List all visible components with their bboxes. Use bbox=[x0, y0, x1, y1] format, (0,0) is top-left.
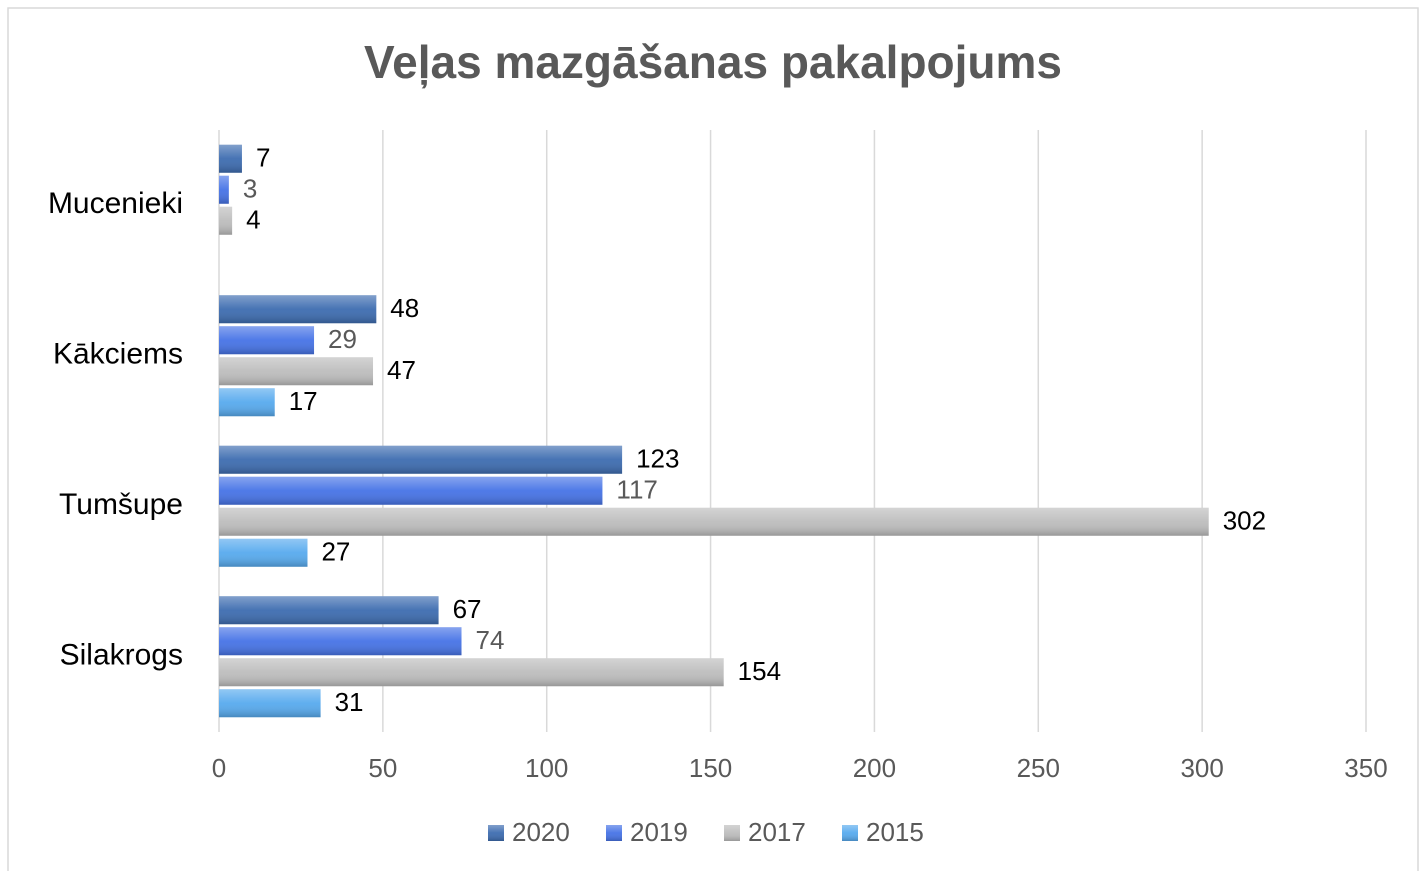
data-label: 67 bbox=[453, 594, 482, 624]
bar bbox=[219, 507, 1209, 536]
bar-shine bbox=[219, 295, 377, 324]
legend-swatch-shine bbox=[606, 825, 622, 841]
data-label: 27 bbox=[321, 537, 350, 567]
legend-label: 2019 bbox=[630, 817, 688, 847]
category-label: Kākciems bbox=[53, 338, 183, 371]
bar-shine bbox=[219, 596, 439, 625]
bar-shine bbox=[219, 658, 724, 687]
bar bbox=[219, 175, 229, 204]
legend-item: 2015 bbox=[842, 817, 924, 847]
data-label: 154 bbox=[738, 656, 781, 686]
legend-label: 2015 bbox=[866, 817, 924, 847]
legend-swatch-shine bbox=[724, 825, 740, 841]
data-label: 31 bbox=[335, 687, 364, 717]
category-label: Silakrogs bbox=[60, 639, 183, 672]
bar bbox=[219, 658, 724, 687]
data-label: 47 bbox=[387, 355, 416, 385]
bar bbox=[219, 206, 233, 235]
bar bbox=[219, 295, 377, 324]
bar bbox=[219, 357, 374, 386]
bar bbox=[219, 144, 242, 173]
bar bbox=[219, 596, 439, 625]
bar-shine bbox=[219, 689, 321, 718]
bar bbox=[219, 388, 275, 417]
x-tick-label: 300 bbox=[1180, 753, 1223, 783]
x-tick-label: 150 bbox=[689, 753, 732, 783]
data-label: 48 bbox=[390, 293, 419, 323]
data-label: 4 bbox=[246, 205, 260, 235]
legend-item: 2019 bbox=[606, 817, 688, 847]
legend-swatch-shine bbox=[842, 825, 858, 841]
chart-title: Veļas mazgāšanas pakalpojums bbox=[364, 36, 1062, 89]
data-label: 3 bbox=[243, 174, 257, 204]
bar-shine bbox=[219, 445, 623, 474]
x-tick-label: 0 bbox=[212, 753, 226, 783]
data-label: 29 bbox=[328, 324, 357, 354]
bar bbox=[219, 326, 315, 355]
legend-swatch-shine bbox=[488, 825, 504, 841]
data-label: 17 bbox=[289, 386, 318, 416]
bar-shine bbox=[219, 175, 229, 204]
bar bbox=[219, 627, 462, 656]
data-label: 117 bbox=[616, 475, 657, 505]
bar-shine bbox=[219, 476, 603, 505]
legend-item: 2020 bbox=[488, 817, 570, 847]
category-label: Tumšupe bbox=[59, 488, 183, 521]
bar bbox=[219, 445, 623, 474]
x-tick-label: 200 bbox=[853, 753, 896, 783]
bar-shine bbox=[219, 206, 233, 235]
bar-shine bbox=[219, 357, 374, 386]
bar-shine bbox=[219, 144, 242, 173]
data-label: 302 bbox=[1223, 506, 1266, 536]
bar bbox=[219, 538, 308, 567]
bar bbox=[219, 476, 603, 505]
data-label: 7 bbox=[256, 143, 270, 173]
legend-label: 2017 bbox=[748, 817, 806, 847]
bar-shine bbox=[219, 627, 462, 656]
x-tick-label: 250 bbox=[1017, 753, 1060, 783]
x-tick-label: 50 bbox=[368, 753, 397, 783]
bar-shine bbox=[219, 388, 275, 417]
chart-frame bbox=[7, 7, 1419, 871]
legend-item: 2017 bbox=[724, 817, 806, 847]
data-label: 123 bbox=[636, 444, 679, 474]
bar-shine bbox=[219, 507, 1209, 536]
bar bbox=[219, 689, 321, 718]
x-tick-label: 350 bbox=[1344, 753, 1387, 783]
legend-label: 2020 bbox=[512, 817, 570, 847]
x-tick-label: 100 bbox=[525, 753, 568, 783]
data-label: 74 bbox=[476, 625, 505, 655]
category-label: Mucenieki bbox=[48, 187, 183, 220]
bar-shine bbox=[219, 326, 315, 355]
bar-shine bbox=[219, 538, 308, 567]
